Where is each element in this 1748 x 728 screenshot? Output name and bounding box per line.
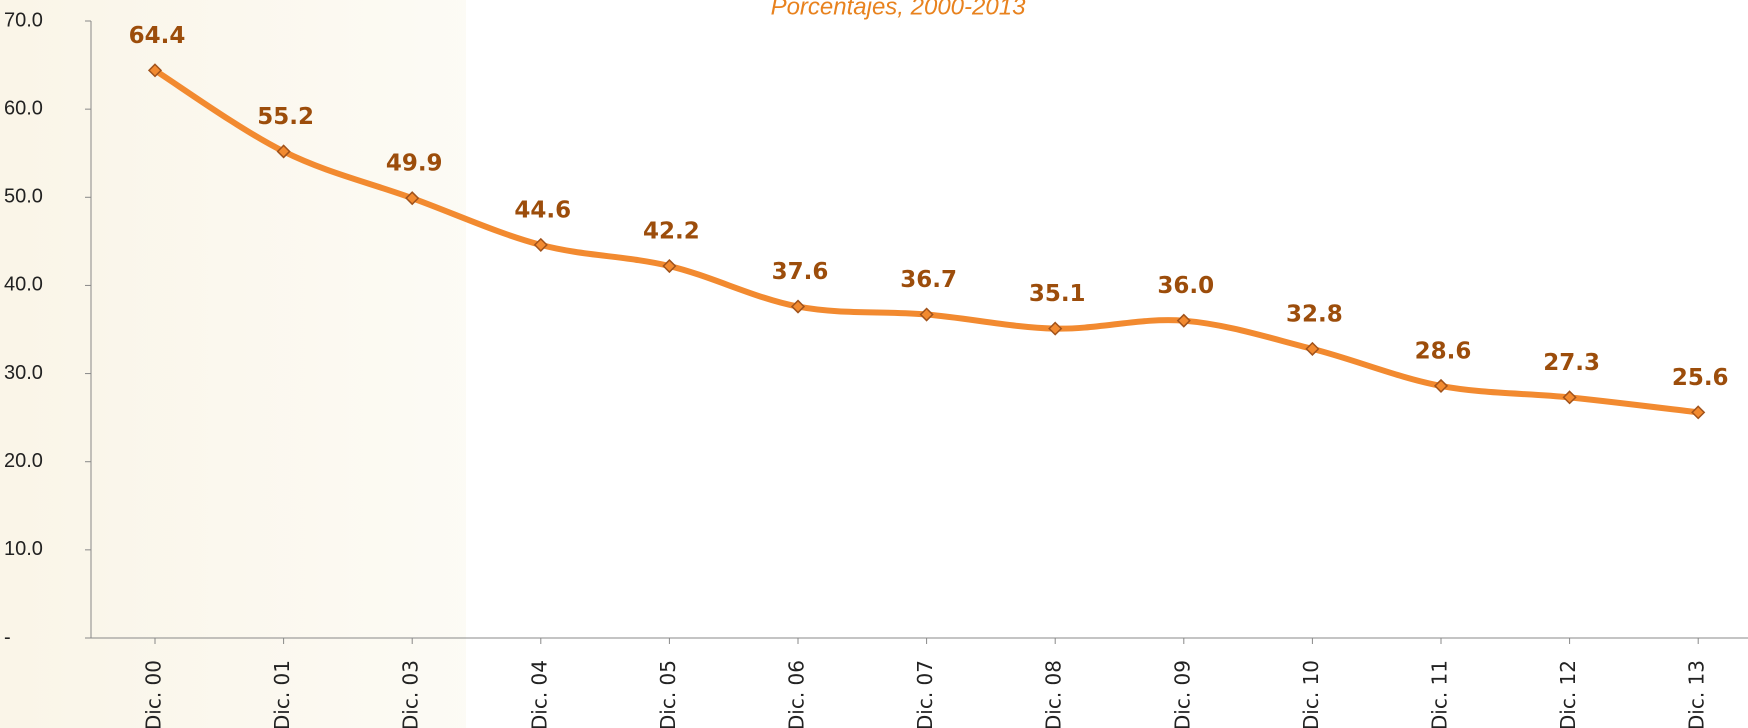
x-tick-label: Dic. 01 — [270, 660, 294, 728]
marker — [792, 301, 804, 313]
data-label: 55.2 — [257, 104, 314, 130]
data-label: 35.1 — [1029, 281, 1086, 307]
marker — [1178, 315, 1190, 327]
chart-subtitle: Porcentajes, 2000-2013 — [771, 0, 1027, 20]
marker — [1435, 380, 1447, 392]
y-tick-label: - — [4, 626, 11, 648]
background-decoration — [0, 0, 466, 728]
data-label: 32.8 — [1286, 301, 1343, 327]
x-tick-label: Dic. 11 — [1428, 660, 1452, 728]
chart: Porcentajes, 2000-2013 - 10.0 20.0 30.0 40.0… — [0, 0, 1748, 728]
data-label: 28.6 — [1415, 338, 1472, 364]
x-tick-label: Dic. 13 — [1685, 660, 1709, 728]
x-tick-label: Dic. 09 — [1170, 660, 1194, 728]
data-label: 42.2 — [643, 219, 700, 245]
x-tick-label: Dic. 00 — [142, 660, 166, 728]
x-tick-label: Dic. 07 — [913, 660, 937, 728]
x-tick-label: Dic. 03 — [399, 660, 423, 728]
x-tick-label: Dic. 12 — [1556, 660, 1580, 728]
marker — [1692, 406, 1704, 418]
y-tick-label: 70.0 — [4, 9, 43, 31]
page: Porcentajes, 2000-2013 - 10.0 20.0 30.0 40.0… — [0, 0, 1748, 728]
y-tick-label: 60.0 — [4, 97, 43, 119]
y-tick-label: 40.0 — [4, 274, 43, 296]
data-label: 44.6 — [514, 197, 571, 223]
y-tick-label: 10.0 — [4, 538, 43, 560]
data-label: 37.6 — [772, 259, 829, 285]
x-tick-label: Dic. 05 — [656, 660, 680, 728]
data-label: 36.0 — [1157, 273, 1214, 299]
x-tick-label: Dic. 06 — [785, 660, 809, 728]
x-tick-label: Dic. 10 — [1299, 660, 1323, 728]
marker — [663, 260, 675, 272]
data-label: 36.7 — [900, 267, 957, 293]
marker — [921, 309, 933, 321]
data-label: 49.9 — [386, 151, 443, 177]
data-label: 25.6 — [1672, 365, 1729, 391]
marker — [1564, 391, 1576, 403]
y-tick-label: 30.0 — [4, 362, 43, 384]
data-label: 27.3 — [1543, 350, 1600, 376]
marker — [1049, 323, 1061, 335]
x-tick-label: Dic. 04 — [527, 660, 551, 728]
y-tick-label: 20.0 — [4, 450, 43, 472]
data-label: 64.4 — [129, 23, 186, 49]
x-tick-label: Dic. 08 — [1042, 660, 1066, 728]
y-tick-label: 50.0 — [4, 186, 43, 208]
